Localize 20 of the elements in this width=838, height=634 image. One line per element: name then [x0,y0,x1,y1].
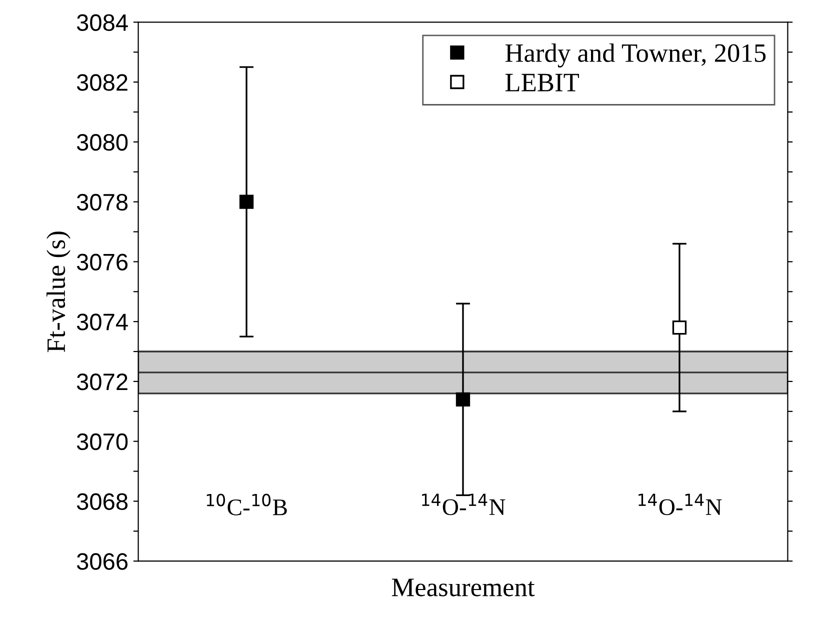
y-tick-label: 3068 [76,493,128,510]
y-tick-label: 3072 [76,374,128,390]
x-axis-title: Measurement [392,578,535,596]
x-tick-label: $^{10}$C-$^{10}$B [206,494,287,516]
legend-label: LEBIT [505,74,579,92]
y-axis-title: Ft-value (s) [46,232,70,352]
point [672,320,687,335]
y-tick-label: 3074 [76,314,128,330]
y-tick-label: 3082 [76,74,128,91]
x-tick-label: $^{14}$O-$^{14}$N [638,494,722,516]
y-tick-label: 3084 [76,14,128,31]
point [239,194,254,209]
y-tick-label: 3076 [76,254,128,270]
y-tick-label: 3066 [76,553,128,570]
legend-label: Hardy and Towner, 2015 [505,43,766,68]
y-tick-label: 3078 [76,194,128,211]
y-tick-label: 3080 [76,134,128,151]
x-tick-label: $^{14}$O-$^{14}$N [422,494,506,516]
point [456,392,470,407]
y-tick-label: 3070 [76,433,128,450]
